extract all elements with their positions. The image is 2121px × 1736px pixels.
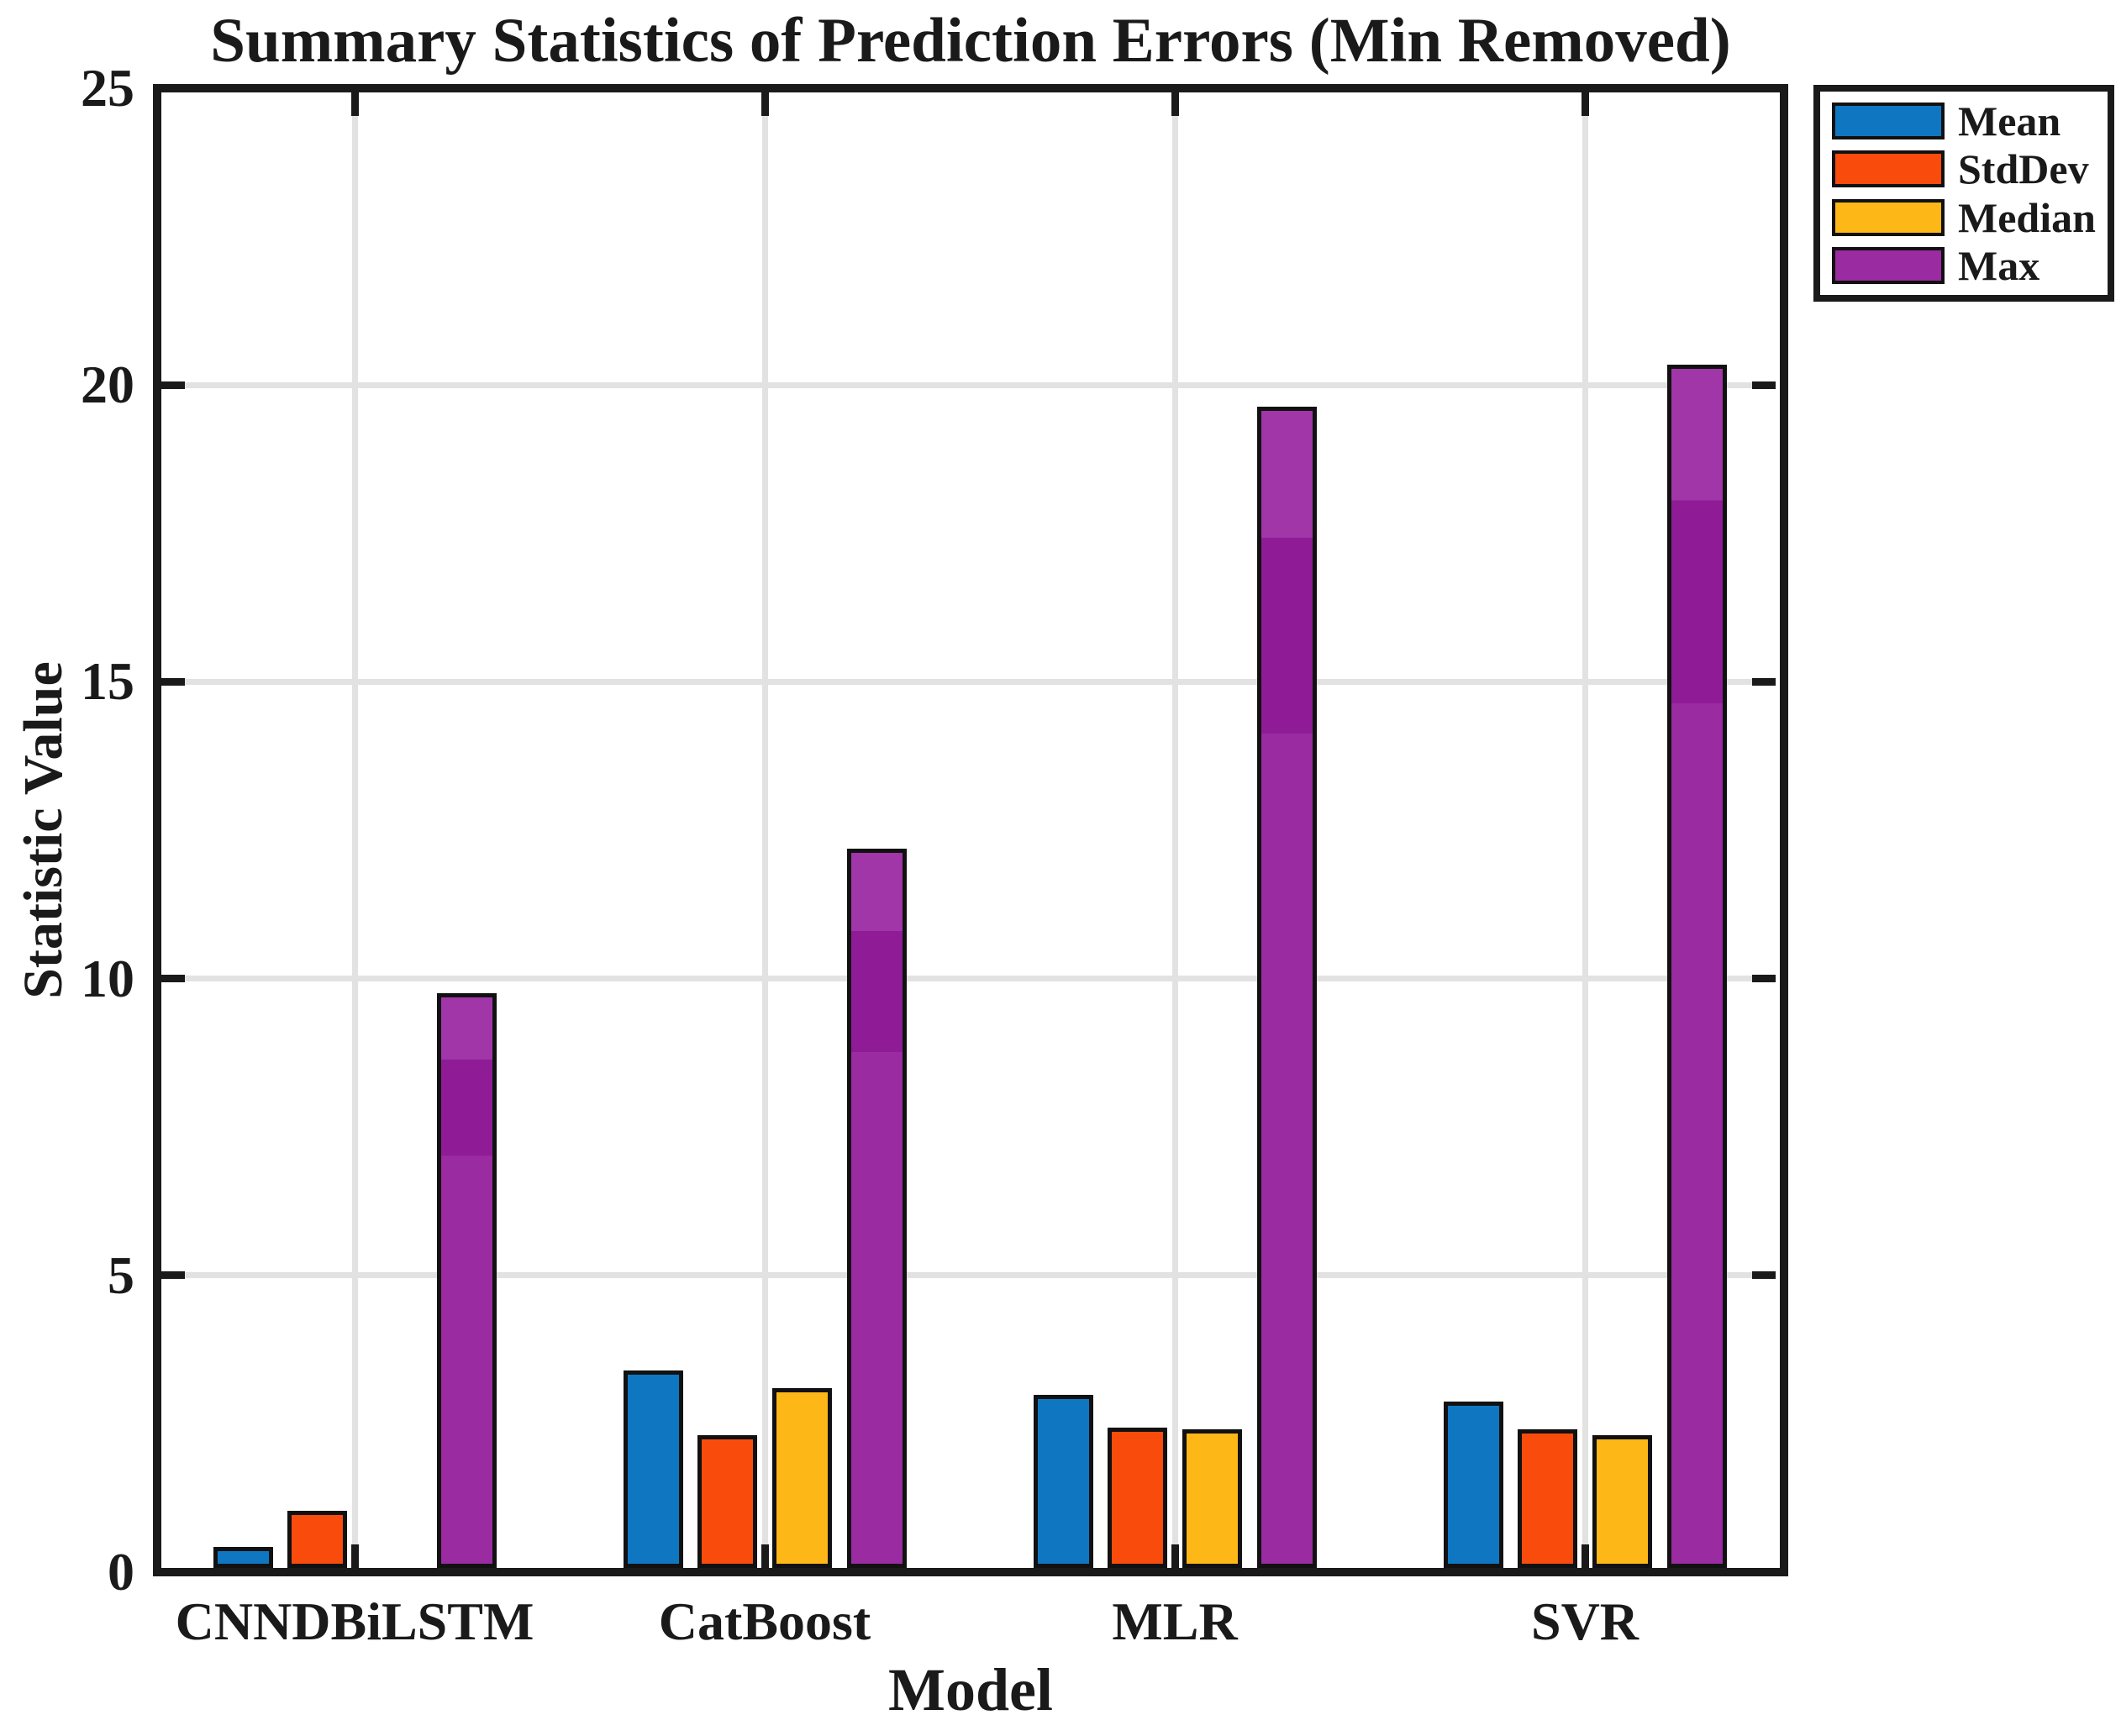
legend-label-median: Median xyxy=(1958,193,2096,241)
bar-catboost-stddev xyxy=(697,1434,757,1568)
y-tick-left-5 xyxy=(161,1271,185,1280)
y-tick-left-15 xyxy=(161,677,185,686)
y-tick-right-20 xyxy=(1752,381,1776,389)
y-tick-label-25: 25 xyxy=(81,58,134,118)
legend-item-mean: Mean xyxy=(1820,100,2108,142)
x-tick-label-catboost: CatBoost xyxy=(658,1591,871,1651)
v-gridline-svr xyxy=(1582,92,1588,1568)
bar-cnndbilstm-mean xyxy=(213,1547,273,1568)
legend-label-stddev: StdDev xyxy=(1958,145,2089,193)
x-tick-bottom-catboost xyxy=(761,1544,769,1568)
legend-swatch-median xyxy=(1832,198,1945,236)
legend-item-max: Max xyxy=(1820,245,2108,287)
y-tick-right-5 xyxy=(1752,1271,1776,1280)
bar-svr-median xyxy=(1592,1434,1652,1568)
legend-item-median: Median xyxy=(1820,197,2108,239)
bar-mlr-stddev xyxy=(1108,1427,1167,1568)
y-tick-label-20: 20 xyxy=(81,355,134,415)
legend: Mean StdDev Median Max xyxy=(1813,85,2114,302)
y-tick-right-15 xyxy=(1752,677,1776,686)
legend-label-mean: Mean xyxy=(1958,97,2061,145)
y-axis-label: Statistic Value xyxy=(13,661,74,999)
y-tick-right-10 xyxy=(1752,975,1776,983)
chart-title: Summary Statistics of Prediction Errors … xyxy=(210,6,1731,76)
y-tick-label-15: 15 xyxy=(81,651,134,712)
h-gridline-10 xyxy=(161,976,1776,982)
x-tick-top-cnndbilstm xyxy=(350,92,359,116)
x-tick-label-mlr: MLR xyxy=(1112,1591,1238,1651)
legend-swatch-mean xyxy=(1832,102,1945,139)
v-gridline-mlr xyxy=(1171,92,1178,1568)
x-tick-top-svr xyxy=(1581,92,1589,116)
legend-label-max: Max xyxy=(1958,242,2040,290)
y-tick-left-20 xyxy=(161,381,185,389)
bar-catboost-median xyxy=(772,1387,832,1568)
bar-mlr-median xyxy=(1182,1428,1242,1568)
h-gridline-5 xyxy=(161,1272,1776,1279)
y-tick-label-0: 0 xyxy=(108,1542,134,1602)
x-tick-bottom-svr xyxy=(1581,1544,1589,1568)
y-tick-label-10: 10 xyxy=(81,948,134,1008)
bar-mlr-max xyxy=(1256,407,1317,1568)
x-axis-label: Model xyxy=(888,1656,1053,1723)
bar-svr-max xyxy=(1666,365,1727,1568)
v-gridline-catboost xyxy=(761,92,768,1568)
bar-cnndbilstm-stddev xyxy=(287,1511,347,1568)
plot-area-border xyxy=(153,84,1788,1576)
legend-item-stddev: StdDev xyxy=(1820,148,2108,190)
y-tick-label-5: 5 xyxy=(108,1244,134,1305)
bar-svr-mean xyxy=(1443,1402,1503,1568)
x-tick-bottom-mlr xyxy=(1171,1544,1179,1568)
x-tick-bottom-cnndbilstm xyxy=(350,1544,359,1568)
bar-mlr-mean xyxy=(1033,1395,1093,1568)
y-tick-left-10 xyxy=(161,975,185,983)
x-tick-top-mlr xyxy=(1171,92,1179,116)
bar-catboost-mean xyxy=(623,1370,683,1568)
x-tick-label-cnndbilstm: CNNDBiLSTM xyxy=(175,1591,534,1651)
x-tick-top-catboost xyxy=(761,92,769,116)
v-gridline-cnndbilstm xyxy=(351,92,358,1568)
bar-svr-stddev xyxy=(1518,1429,1577,1568)
bar-catboost-max xyxy=(846,848,907,1568)
h-gridline-20 xyxy=(161,381,1776,388)
x-tick-label-svr: SVR xyxy=(1530,1591,1639,1651)
legend-swatch-max xyxy=(1832,247,1945,285)
bar-cnndbilstm-max xyxy=(436,993,497,1568)
h-gridline-15 xyxy=(161,678,1776,685)
legend-swatch-stddev xyxy=(1832,150,1945,188)
